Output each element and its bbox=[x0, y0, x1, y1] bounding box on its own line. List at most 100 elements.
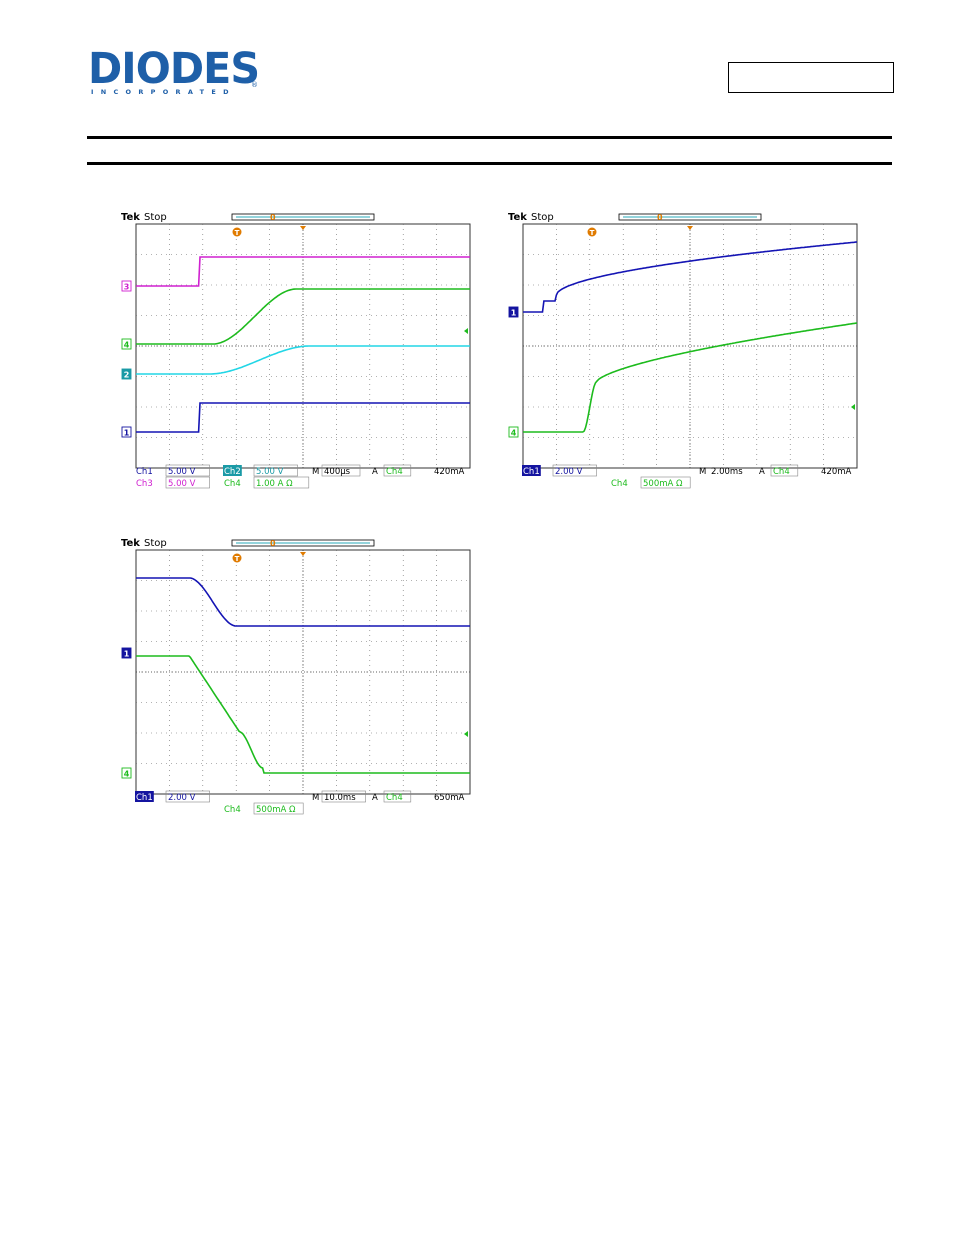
record-length-bar bbox=[618, 213, 762, 221]
svg-text:1: 1 bbox=[124, 429, 130, 438]
readout-text: 420mA bbox=[821, 467, 852, 477]
readout-text: Ch4 bbox=[386, 793, 403, 803]
svg-text:T: T bbox=[590, 229, 595, 237]
readout-box bbox=[321, 790, 366, 803]
diodes-logo: DIODES INCORPORATED ® bbox=[88, 48, 263, 98]
readout-text: 10.0ms bbox=[324, 793, 356, 803]
readout-text: 2.00 V bbox=[168, 793, 196, 803]
record-position-marker: 0 bbox=[657, 213, 663, 222]
readout-text: 650mA bbox=[434, 793, 465, 803]
record-position-marker: 0 bbox=[270, 213, 276, 222]
readout-highlight bbox=[522, 465, 541, 476]
readout-box bbox=[383, 790, 412, 803]
readout-text: 420mA bbox=[434, 467, 465, 477]
readout-text: Ch4 bbox=[224, 479, 241, 489]
trace-ch3 bbox=[136, 256, 470, 287]
readout-text: M bbox=[699, 467, 706, 477]
trigger-position-marker: T bbox=[587, 227, 597, 237]
channel-marker-1: 1 bbox=[121, 426, 132, 438]
readout-text: Ch4 bbox=[773, 467, 790, 477]
record-length-bar bbox=[231, 539, 375, 547]
readout-text: M bbox=[312, 793, 319, 803]
channel-marker-2: 2 bbox=[121, 368, 132, 380]
channel-marker-4: 4 bbox=[121, 338, 132, 350]
channel-marker-4: 4 bbox=[508, 426, 519, 438]
channel-marker-1: 1 bbox=[508, 306, 519, 318]
graticule-grid bbox=[136, 550, 470, 794]
readout-box bbox=[321, 464, 361, 477]
readout-box bbox=[770, 464, 799, 477]
readout-highlight bbox=[135, 791, 154, 802]
readout-text: Ch1 bbox=[136, 793, 153, 803]
readout-text: Ch1 bbox=[136, 467, 153, 477]
readout-text: A bbox=[372, 793, 378, 803]
scope-capture-startup: Tek Stop 0 T 3 4 2 1 Ch1 5.00 V Ch2 5.00 V M 400µs A Ch… bbox=[118, 208, 474, 498]
readout-text: Ch4 bbox=[386, 467, 403, 477]
svg-text:3: 3 bbox=[124, 283, 130, 292]
svg-text:4: 4 bbox=[124, 770, 130, 779]
record-position-marker: 0 bbox=[270, 539, 276, 548]
readout-text: 5.00 V bbox=[168, 467, 196, 477]
trace-ch1 bbox=[136, 577, 470, 627]
center-time-marker bbox=[300, 552, 306, 556]
channel-marker-1: 1 bbox=[121, 647, 132, 659]
trigger-position-marker: T bbox=[232, 553, 242, 563]
acquisition-state: Stop bbox=[531, 212, 554, 223]
graticule-grid bbox=[523, 224, 857, 468]
scope-display: Tek Stop 0 T 1 4 Ch1 2.00 V M 2.00ms A Ch4 420mA Ch4 5… bbox=[508, 212, 858, 489]
readout-box bbox=[253, 802, 304, 815]
readout-text: 5.00 V bbox=[256, 467, 284, 477]
scope-capture-ramp: Tek Stop 0 T 1 4 Ch1 2.00 V M 2.00ms A Ch4 420mA Ch4 5… bbox=[505, 208, 861, 498]
readout-text: 400µs bbox=[324, 467, 351, 477]
readout-highlight bbox=[223, 465, 242, 476]
acquisition-state: Stop bbox=[144, 538, 167, 549]
trace-ch4 bbox=[136, 288, 470, 345]
trigger-level-marker bbox=[464, 328, 468, 334]
readout-box bbox=[640, 476, 691, 489]
readout-text: M bbox=[312, 467, 319, 477]
scope-brand: Tek bbox=[121, 212, 140, 223]
readout-text: 500mA Ω bbox=[643, 479, 683, 489]
part-number-box bbox=[728, 62, 894, 93]
record-length-bar bbox=[231, 213, 375, 221]
trigger-position-marker: T bbox=[232, 227, 242, 237]
readout-text: Ch4 bbox=[611, 479, 628, 489]
readout-text: 500mA Ω bbox=[256, 805, 296, 815]
readout-text: 5.00 V bbox=[168, 479, 196, 489]
channel-marker-3: 3 bbox=[121, 280, 132, 292]
svg-text:4: 4 bbox=[511, 429, 517, 438]
graticule-grid bbox=[136, 224, 470, 468]
readout-text: A bbox=[759, 467, 765, 477]
center-time-marker bbox=[687, 226, 693, 230]
readout-text: A bbox=[372, 467, 378, 477]
readout-text: Ch1 bbox=[523, 467, 540, 477]
readout-box bbox=[383, 464, 412, 477]
readout-text: Ch4 bbox=[224, 805, 241, 815]
readout-box bbox=[552, 464, 597, 477]
svg-text:4: 4 bbox=[124, 341, 130, 350]
readout-text: 2.00 V bbox=[555, 467, 583, 477]
scope-display: Tek Stop 0 T 1 4 Ch1 2.00 V M 10.0ms A Ch4 650mA Ch4 5… bbox=[121, 538, 471, 815]
svg-text:1: 1 bbox=[511, 309, 517, 318]
readout-box bbox=[165, 790, 210, 803]
trigger-level-marker bbox=[851, 404, 855, 410]
readout-box bbox=[253, 476, 310, 489]
trace-ch2 bbox=[136, 345, 470, 375]
readout-text: Ch2 bbox=[224, 467, 241, 477]
trace-ch4 bbox=[523, 322, 858, 433]
acquisition-state: Stop bbox=[144, 212, 167, 223]
header-rule-bottom bbox=[87, 162, 892, 165]
svg-text:T: T bbox=[235, 229, 240, 237]
readout-box bbox=[165, 464, 210, 477]
logo-subtitle: INCORPORATED bbox=[91, 88, 236, 96]
scope-brand: Tek bbox=[121, 538, 140, 549]
header-rule-top bbox=[87, 136, 892, 139]
trace-ch1 bbox=[136, 402, 470, 433]
trigger-level-marker bbox=[464, 731, 468, 737]
svg-text:T: T bbox=[235, 555, 240, 563]
trace-ch4 bbox=[136, 655, 470, 774]
readout-box bbox=[165, 476, 210, 489]
readout-text: 1.00 A Ω bbox=[256, 479, 293, 489]
readout-text: 2.00ms bbox=[711, 467, 743, 477]
center-time-marker bbox=[300, 226, 306, 230]
